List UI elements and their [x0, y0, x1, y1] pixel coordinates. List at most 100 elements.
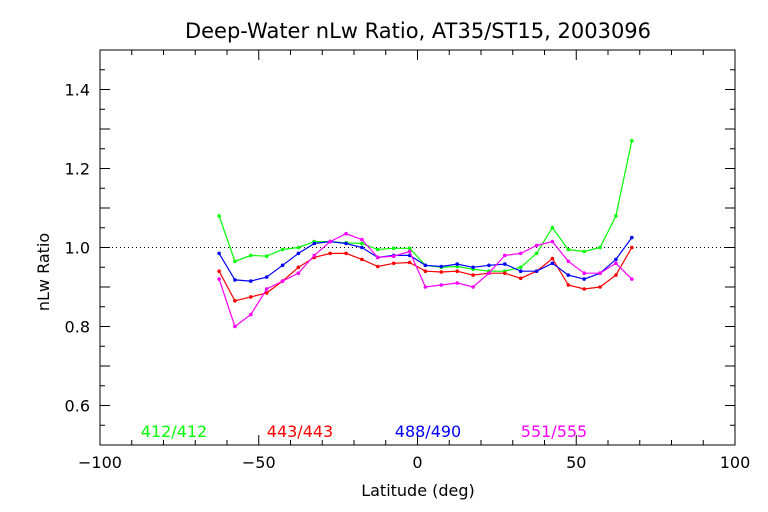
data-point — [296, 251, 301, 256]
y-tick-label: 1.0 — [65, 239, 90, 258]
y-axis-label: nLw Ratio — [34, 233, 53, 311]
y-tick-label: 0.6 — [65, 397, 90, 416]
data-point — [630, 235, 634, 240]
legend-label: 488/490 — [395, 422, 461, 441]
x-tick-label: 0 — [412, 453, 422, 472]
data-point — [439, 270, 444, 274]
data-point — [296, 245, 301, 250]
data-point — [455, 281, 460, 285]
x-tick-label: 100 — [720, 453, 751, 472]
data-point — [296, 265, 301, 270]
data-point — [264, 254, 269, 258]
chart-title: Deep-Water nLw Ratio, AT35/ST15, 2003096 — [185, 19, 651, 43]
axes: −100 −50 0 50 100 0.6 0.8 1.0 1.2 1.4 — [65, 49, 751, 472]
data-point — [630, 139, 634, 143]
data-point — [407, 249, 412, 254]
data-point — [217, 214, 221, 218]
data-point — [264, 291, 269, 295]
data-point — [391, 254, 396, 258]
data-point — [439, 264, 444, 269]
data-point — [614, 261, 618, 266]
data-point — [264, 287, 269, 291]
data-point — [503, 271, 507, 276]
data-point — [407, 246, 412, 251]
data-point — [471, 265, 475, 270]
data-point — [360, 237, 364, 242]
data-point — [598, 271, 602, 276]
data-point — [582, 287, 586, 291]
data-point — [344, 241, 348, 246]
data-point — [344, 251, 348, 256]
series-3 — [217, 231, 634, 329]
y-tick-label: 1.4 — [65, 81, 90, 100]
data-point — [344, 231, 348, 236]
data-point — [614, 214, 618, 218]
data-point — [391, 261, 396, 266]
y-tick-label: 0.8 — [65, 318, 90, 337]
data-point — [614, 257, 618, 262]
data-point — [566, 283, 571, 287]
data-point — [503, 262, 507, 266]
data-point — [630, 277, 634, 281]
series-layer — [217, 139, 634, 329]
data-point — [630, 245, 634, 250]
legend-label: 443/443 — [267, 422, 333, 441]
data-point — [376, 264, 380, 269]
x-tick-label: −100 — [78, 453, 122, 472]
data-point — [598, 285, 602, 289]
data-point — [503, 253, 507, 258]
data-point — [471, 273, 475, 277]
data-point — [582, 249, 586, 254]
data-point — [217, 251, 221, 256]
data-point — [391, 246, 396, 251]
data-point — [439, 283, 444, 287]
data-point — [550, 261, 555, 266]
x-axis-label: Latitude (deg) — [361, 481, 475, 500]
data-point — [233, 259, 237, 264]
data-point — [312, 241, 317, 246]
data-point — [280, 263, 285, 268]
data-point — [471, 285, 475, 289]
data-point — [566, 259, 571, 264]
data-point — [518, 251, 523, 256]
data-point — [360, 245, 364, 250]
data-point — [233, 278, 237, 282]
data-point — [582, 277, 586, 281]
data-point — [566, 273, 571, 277]
data-point — [423, 263, 428, 268]
data-point — [296, 271, 301, 276]
data-point — [360, 241, 364, 246]
data-point — [233, 299, 237, 303]
data-point — [249, 279, 253, 283]
data-point — [280, 279, 285, 283]
data-point — [550, 239, 555, 244]
data-point — [614, 273, 618, 277]
legend: 412/412 443/443 488/490 551/555 — [141, 422, 587, 441]
data-point — [249, 312, 253, 317]
legend-label: 412/412 — [141, 422, 207, 441]
data-point — [550, 256, 555, 261]
data-point — [360, 257, 364, 262]
data-point — [407, 260, 412, 265]
data-point — [534, 251, 539, 256]
data-point — [550, 225, 555, 230]
y-tick-label: 1.2 — [65, 160, 90, 179]
data-point — [598, 245, 602, 250]
data-point — [328, 239, 333, 244]
x-tick-label: 50 — [566, 453, 586, 472]
data-point — [455, 269, 460, 274]
data-point — [312, 253, 317, 258]
data-point — [566, 247, 571, 252]
data-point — [376, 255, 380, 260]
data-point — [264, 275, 269, 279]
data-point — [534, 243, 539, 248]
data-point — [376, 247, 380, 252]
data-point — [233, 324, 237, 329]
data-point — [518, 269, 523, 274]
legend-label: 551/555 — [521, 422, 587, 441]
data-point — [249, 253, 253, 258]
data-point — [328, 251, 333, 256]
data-point — [217, 269, 221, 274]
